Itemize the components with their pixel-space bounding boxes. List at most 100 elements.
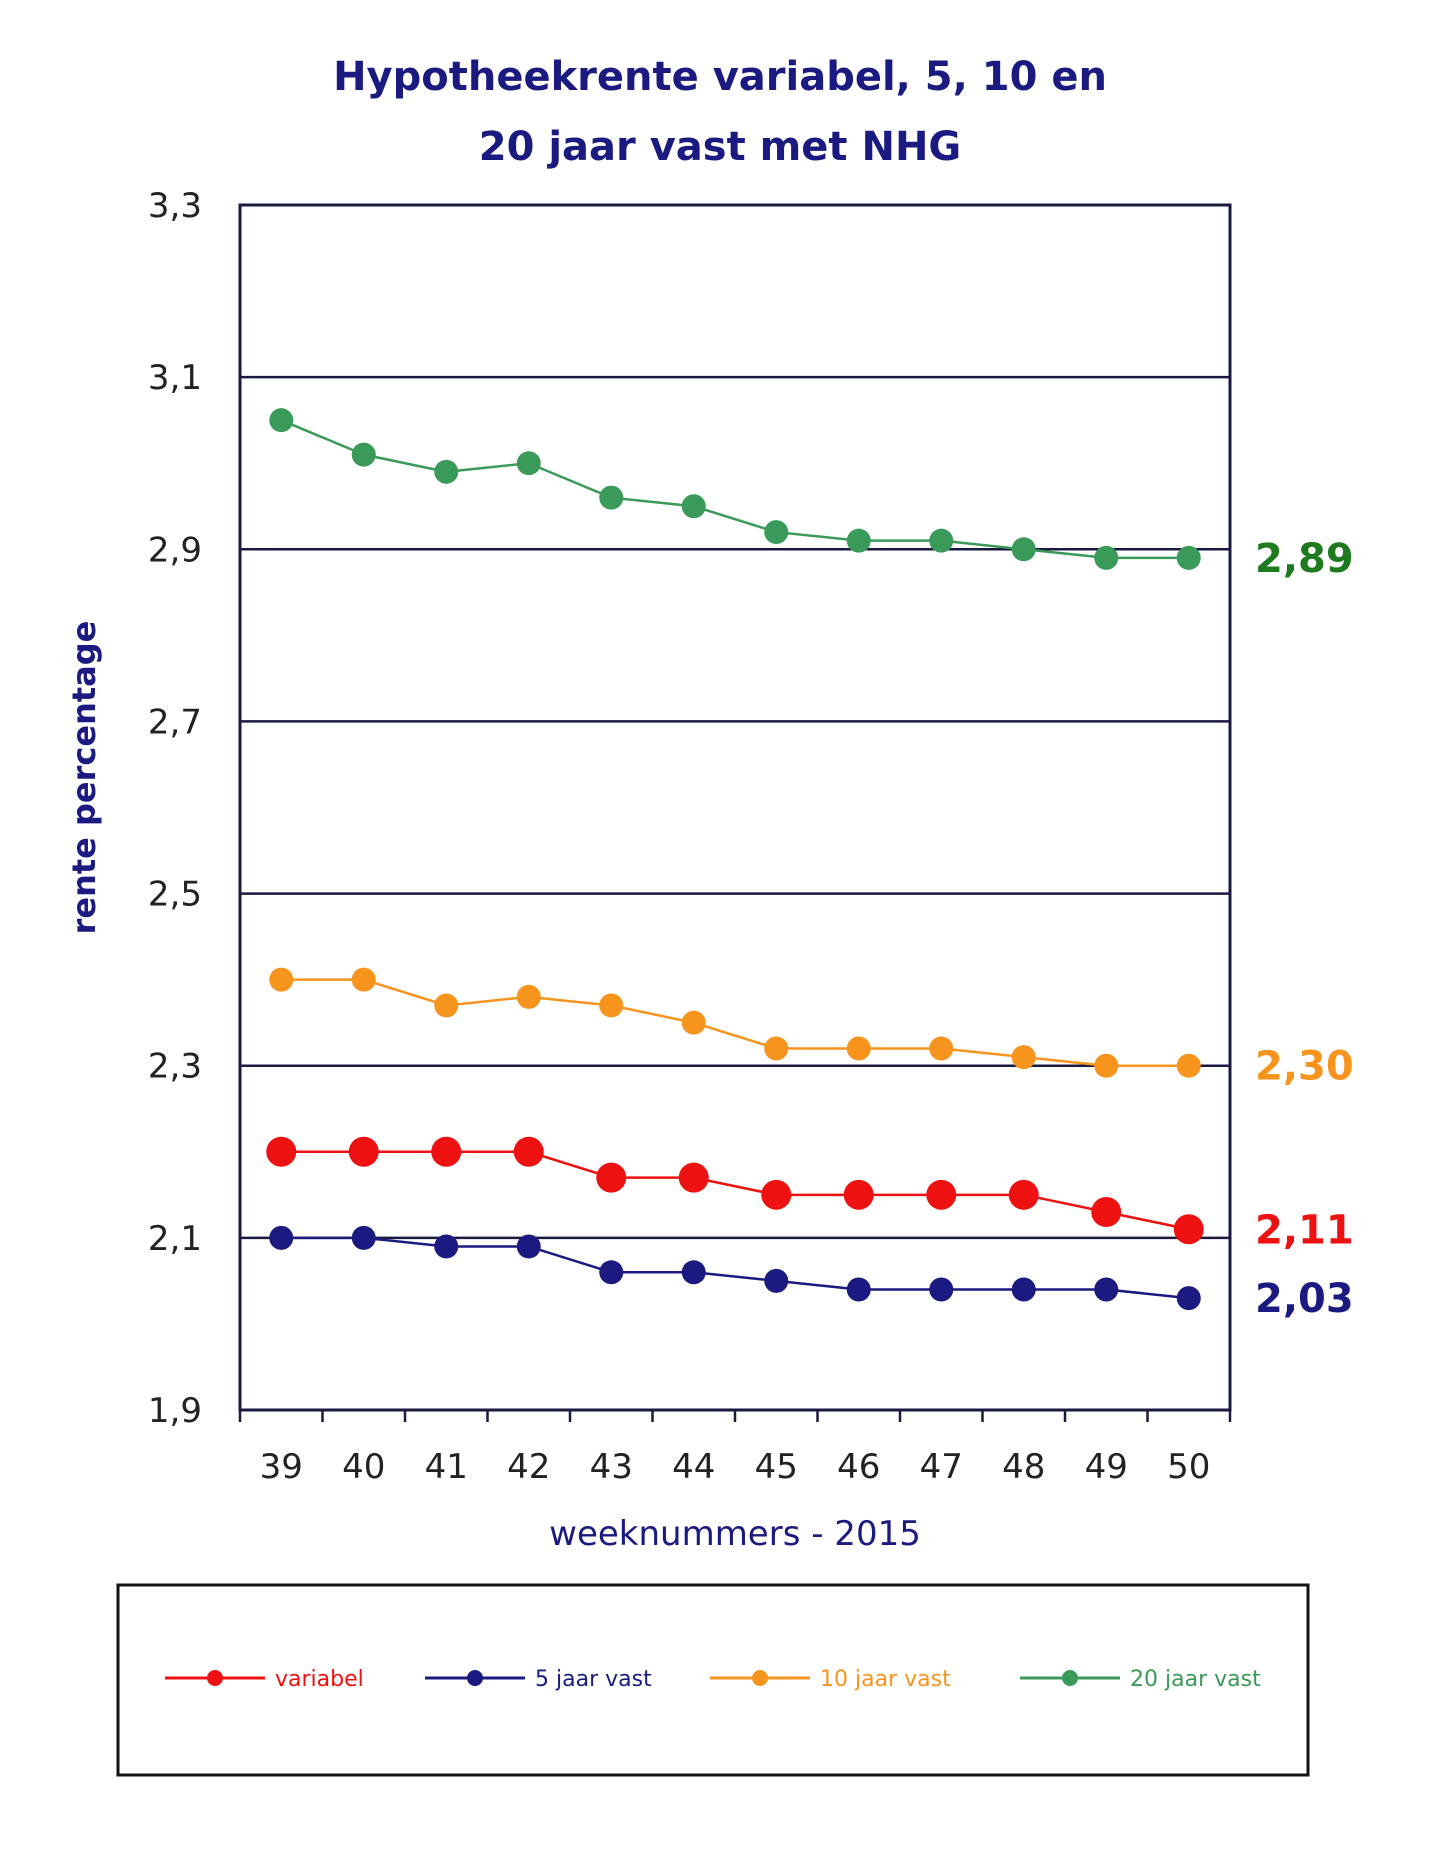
data-point xyxy=(1094,545,1119,570)
series-line xyxy=(281,978,1189,1067)
data-point xyxy=(681,1010,706,1035)
data-point xyxy=(434,993,459,1018)
data-point xyxy=(269,967,294,992)
data-point xyxy=(434,459,459,484)
x-tick-label: 47 xyxy=(920,1447,963,1487)
data-point xyxy=(764,520,789,545)
legend-item-20-jaar-vast: 20 jaar vast xyxy=(1020,1667,1261,1692)
data-point xyxy=(434,1234,459,1259)
data-point xyxy=(266,1136,297,1167)
series-line xyxy=(281,1150,1190,1231)
series-line xyxy=(280,419,1189,560)
data-point xyxy=(846,1277,871,1302)
y-tick-label: 2,7 xyxy=(148,702,202,742)
x-tick-label: 39 xyxy=(260,1447,303,1487)
chart-title-line-2: 20 jaar vast met NHG xyxy=(479,124,962,170)
data-point xyxy=(764,1268,789,1293)
data-point xyxy=(1176,1053,1201,1078)
x-tick-label: 50 xyxy=(1167,1447,1210,1487)
legend-label: variabel xyxy=(275,1667,364,1692)
x-tick-label: 46 xyxy=(837,1447,880,1487)
data-point xyxy=(926,1179,957,1210)
end-value-label: 2,89 xyxy=(1255,536,1354,582)
data-point xyxy=(1176,545,1201,570)
legend-marker xyxy=(207,1670,223,1686)
chart-title-line-1: Hypotheekrente variabel, 5, 10 en xyxy=(333,54,1107,100)
data-point xyxy=(513,1136,544,1167)
series-20-jaar-vast xyxy=(269,408,1201,570)
series-line xyxy=(281,1236,1189,1300)
data-point xyxy=(929,1277,954,1302)
legend-label: 5 jaar vast xyxy=(535,1667,652,1692)
series-10-jaar-vast xyxy=(269,967,1201,1078)
legend: variabel 5 jaar vast 10 jaar vast 20 jaar v… xyxy=(116,1583,1310,1777)
x-tick-label: 49 xyxy=(1085,1447,1128,1487)
data-point xyxy=(1094,1053,1119,1078)
chart-title: Hypotheekrente variabel, 5, 10 en 20 jaa… xyxy=(333,54,1107,170)
gridlines xyxy=(240,375,1230,1240)
plot-area-frame xyxy=(238,203,1232,1412)
data-point xyxy=(599,1260,624,1285)
legend-item-5-jaar-vast: 5 jaar vast xyxy=(425,1667,652,1692)
y-tick-label: 2,1 xyxy=(148,1219,202,1259)
x-tick-label: 40 xyxy=(342,1447,385,1487)
legend-item-10-jaar-vast: 10 jaar vast xyxy=(710,1667,951,1692)
legend-box xyxy=(116,1583,1310,1777)
y-tick-label: 3,1 xyxy=(148,358,202,398)
x-tick-label: 42 xyxy=(507,1447,550,1487)
data-point xyxy=(1176,1286,1201,1311)
end-value-label: 2,11 xyxy=(1255,1207,1354,1253)
x-axis-label: weeknummers - 2015 xyxy=(549,1514,921,1554)
data-point xyxy=(516,984,541,1009)
end-value-label: 2,03 xyxy=(1255,1276,1354,1322)
y-tick-label: 1,9 xyxy=(148,1391,202,1431)
data-point xyxy=(846,528,871,553)
y-tick-label: 2,5 xyxy=(148,875,202,915)
x-tick-label: 48 xyxy=(1002,1447,1045,1487)
data-point xyxy=(599,485,624,510)
data-point xyxy=(1011,1277,1036,1302)
legend-item-variabel: variabel xyxy=(165,1667,364,1692)
legend-marker xyxy=(752,1670,768,1686)
data-point xyxy=(351,967,376,992)
data-point xyxy=(1091,1197,1122,1228)
series-variabel xyxy=(266,1136,1204,1245)
series-lines xyxy=(266,408,1204,1311)
x-tick-label: 45 xyxy=(755,1447,798,1487)
y-tick-label: 2,9 xyxy=(148,530,202,570)
data-point xyxy=(1008,1179,1039,1210)
data-point xyxy=(761,1179,792,1210)
x-axis-ticks: 39 40 41 42 43 44 45 46 47 48 49 50 xyxy=(238,1410,1232,1487)
x-tick-label: 44 xyxy=(672,1447,715,1487)
data-point xyxy=(929,1036,954,1061)
data-point xyxy=(269,408,294,433)
legend-marker xyxy=(1062,1670,1078,1686)
data-point xyxy=(681,494,706,519)
legend-label: 20 jaar vast xyxy=(1130,1667,1261,1692)
data-point xyxy=(1011,1045,1036,1070)
data-point xyxy=(929,528,954,553)
x-tick-label: 41 xyxy=(425,1447,468,1487)
y-tick-label: 2,3 xyxy=(148,1047,202,1087)
data-point xyxy=(516,451,541,476)
data-point xyxy=(1011,537,1036,562)
data-point xyxy=(599,993,624,1018)
data-point xyxy=(516,1234,541,1259)
data-point xyxy=(764,1036,789,1061)
data-point xyxy=(681,1260,706,1285)
data-point xyxy=(1094,1277,1119,1302)
data-point xyxy=(351,1225,376,1250)
y-axis-ticks: 1,9 2,1 2,3 2,5 2,7 2,9 3,1 3,3 xyxy=(148,186,202,1431)
y-axis-label: rente percentage xyxy=(65,621,103,935)
data-point xyxy=(431,1136,462,1167)
legend-marker xyxy=(467,1670,483,1686)
legend-label: 10 jaar vast xyxy=(820,1667,951,1692)
series-5-jaar-vast xyxy=(269,1225,1201,1311)
data-point xyxy=(846,1036,871,1061)
data-point xyxy=(843,1179,874,1210)
y-tick-label: 3,3 xyxy=(148,186,202,226)
x-tick-label: 43 xyxy=(590,1447,633,1487)
data-point xyxy=(351,442,376,467)
